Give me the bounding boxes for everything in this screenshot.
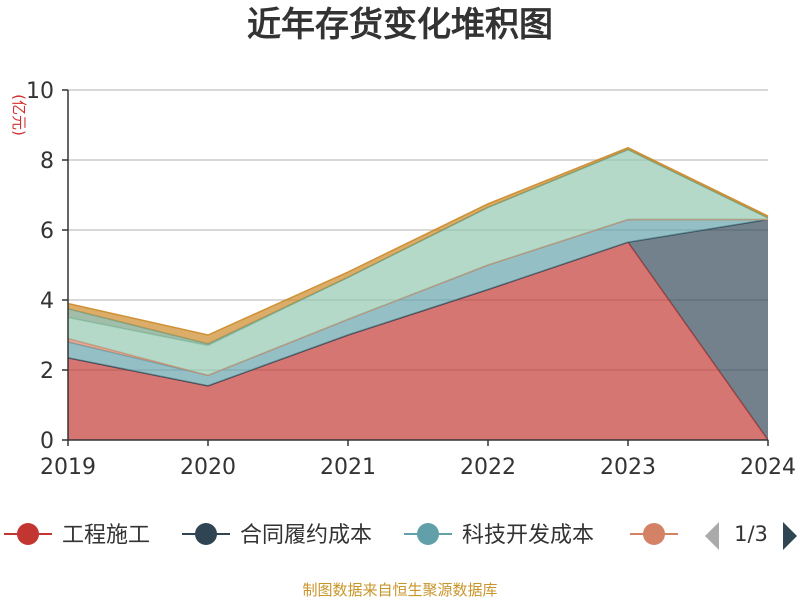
legend-marker-icon [17, 523, 39, 545]
area-科技开发成本 [68, 219, 768, 386]
area-line-series-7 [67, 146, 769, 336]
area-合同履约成本 [68, 219, 768, 440]
legend-label: 科技开发成本 [462, 523, 594, 548]
legend-marker-icon [195, 523, 217, 545]
legend-next-icon[interactable] [783, 522, 797, 550]
y-tick-label: 10 [26, 79, 54, 104]
legend-item[interactable]: 工程施工 [4, 523, 150, 548]
chart-title: 近年存货变化堆积图 [247, 5, 553, 45]
y-tick-label: 8 [40, 149, 54, 174]
legend: 工程施工 合同履约成本 科技开发成本 [4, 523, 678, 548]
y-tick-label: 2 [40, 359, 54, 384]
legend-prev-icon[interactable] [705, 522, 719, 550]
area-工程施工 [68, 242, 768, 440]
y-tick-label: 6 [40, 219, 54, 244]
legend-pager: 1/3 [705, 522, 797, 550]
x-tick-label: 2021 [320, 455, 376, 480]
legend-marker-icon [417, 523, 439, 545]
axes [62, 89, 769, 446]
y-tick-labels: 0 2 4 6 8 10 [26, 79, 54, 454]
x-tick-label: 2019 [40, 455, 96, 480]
data-source-note: 制图数据来自恒生聚源数据库 [302, 581, 497, 599]
area-series-7 [68, 147, 768, 344]
area-series [67, 146, 769, 441]
x-tick-label: 2022 [460, 455, 516, 480]
x-tick-label: 2020 [180, 455, 236, 480]
x-tick-labels: 2019 2020 2021 2022 2023 2024 [40, 455, 796, 480]
legend-label: 工程施工 [62, 523, 150, 548]
legend-marker-icon [643, 523, 665, 545]
x-tick-label: 2024 [740, 455, 796, 480]
legend-page-indicator: 1/3 [734, 522, 768, 546]
legend-item[interactable] [630, 523, 678, 545]
y-tick-label: 0 [40, 429, 54, 454]
legend-item[interactable]: 科技开发成本 [404, 523, 594, 548]
legend-label: 合同履约成本 [240, 523, 372, 548]
area-line-series-6 [67, 148, 769, 345]
x-tick-label: 2023 [600, 455, 656, 480]
y-tick-label: 4 [40, 289, 54, 314]
y-axis-unit: (亿元) [10, 94, 28, 136]
legend-item[interactable]: 合同履约成本 [182, 523, 372, 548]
area-series-5 [68, 149, 768, 376]
